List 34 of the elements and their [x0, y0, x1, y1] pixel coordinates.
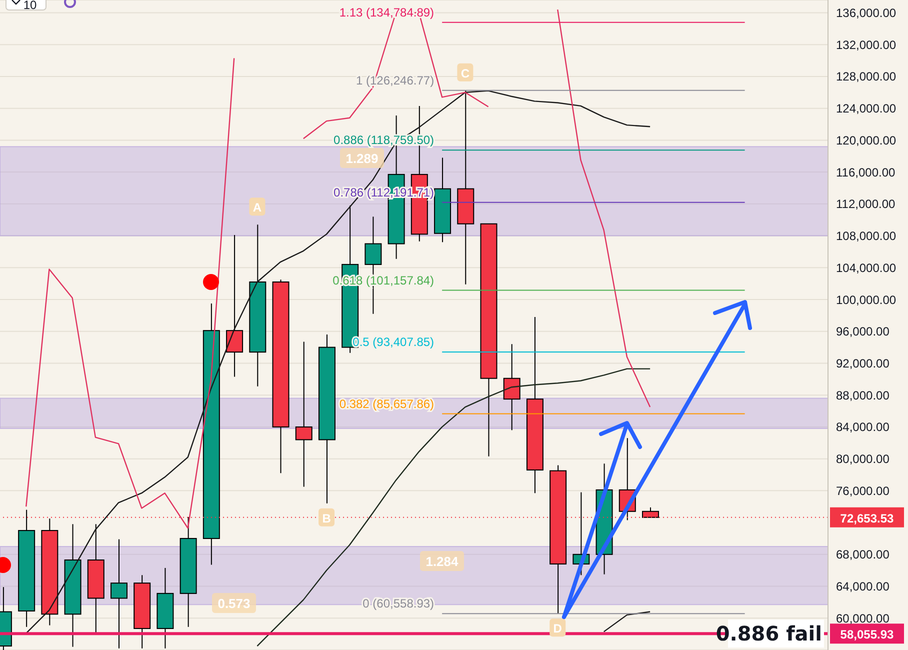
ref-line-label: 0.786 (112,191.71)	[334, 185, 434, 200]
annotation: A	[252, 200, 262, 215]
ref-line-label: 0 (60,558.93)	[362, 596, 434, 611]
y-tick-label: 76,000.00	[836, 484, 890, 498]
y-tick-label: 120,000.00	[836, 133, 896, 148]
y-tick-label: 60,000.00	[836, 611, 890, 626]
annotation: 0.573	[218, 596, 250, 611]
y-tick-label: 104,000.00	[836, 260, 896, 275]
ref-line-label: 0.886 fail	[716, 622, 822, 646]
y-tick-label: 132,000.00	[836, 38, 896, 52]
text: 58,055.93	[840, 628, 894, 642]
y-tick-label: 88,000.00	[836, 388, 890, 402]
y-tick-label: 112,000.00	[836, 197, 896, 212]
y-tick-label: 64,000.00	[836, 580, 890, 594]
y-tick-label: 116,000.00	[836, 165, 896, 180]
text: 72,653.53	[840, 511, 894, 526]
y-tick-label: 84,000.00	[836, 420, 890, 434]
y-tick-label: 92,000.00	[836, 356, 890, 370]
annotation: D	[553, 622, 562, 636]
y-tick-label: 124,000.00	[836, 102, 896, 116]
annotation: B	[322, 511, 332, 526]
y-tick-label: 68,000.00	[836, 548, 890, 562]
annotation: 10	[23, 0, 37, 12]
ref-line-label: 0.382 (85,657.86)	[339, 396, 434, 411]
y-tick-label: 100,000.00	[836, 292, 896, 307]
annotation: 1.289	[346, 151, 378, 166]
ref-line-label: 1.13 (134,784.89)	[339, 5, 434, 20]
annotation: C	[460, 66, 470, 80]
y-tick-label: 108,000.00	[836, 229, 896, 244]
annotation: 1.284	[426, 554, 460, 569]
y-tick-label: 136,000.00	[836, 6, 896, 20]
y-tick-label: 96,000.00	[836, 324, 890, 339]
y-tick-label: 128,000.00	[836, 70, 896, 84]
y-tick-label: 80,000.00	[836, 452, 890, 466]
